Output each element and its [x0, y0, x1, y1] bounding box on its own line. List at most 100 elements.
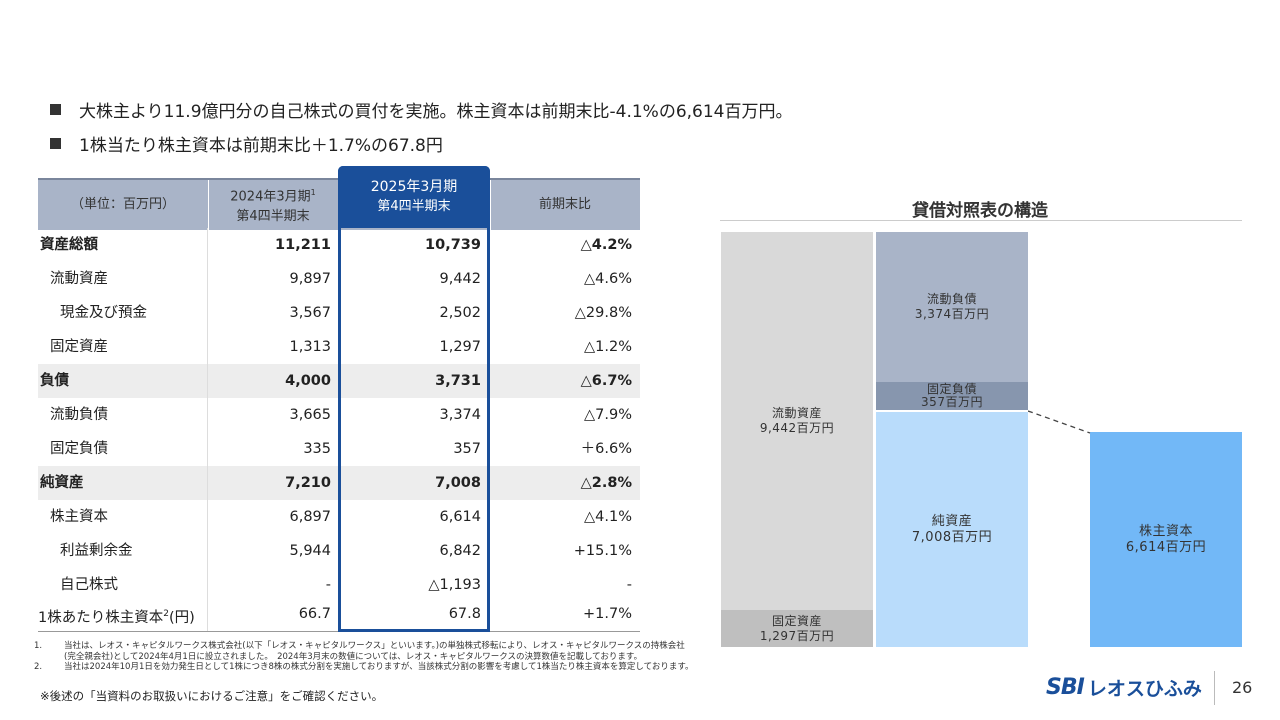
- row-value-2024: -: [325, 577, 331, 593]
- row-value-2024: 6,897: [289, 509, 331, 525]
- footer-divider: [1214, 671, 1215, 705]
- row-label: 資産総額: [40, 237, 98, 253]
- row-value-2024: 335: [303, 441, 331, 457]
- chart-title: 貸借対照表の構造: [912, 201, 1048, 221]
- bullet-1-text: 大株主より11.9億円分の自己株式の買付を実施。株主資本は前期末比-4.1%の6…: [79, 102, 793, 122]
- block-name: 固定資産: [771, 613, 822, 628]
- table-row: 流動負債 3,665 3,374 △7.9%: [38, 398, 640, 432]
- company-logo: SBI レオスひふみ: [1046, 674, 1202, 701]
- column-divider: [207, 228, 208, 631]
- row-value-2025: 6,614: [439, 509, 481, 525]
- row-value-change: △4.1%: [584, 509, 632, 525]
- footnote-1: 1. 当社は、レオス・キャピタルワークス株式会社(以下「レオス・キャピタルワーク…: [34, 641, 694, 662]
- page-number: 26: [1232, 678, 1253, 697]
- block-name: 流動資産: [771, 406, 822, 420]
- row-value-2025: 67.8: [448, 606, 481, 622]
- highlight-column-header: 2025年3月期 第4四半期末: [338, 166, 490, 228]
- col1-line2: 第4四半期末: [236, 209, 310, 225]
- bullet-square-icon: [50, 104, 61, 115]
- table-row: 1株あたり株主資本2(円) 66.7 67.8 +1.7%: [38, 597, 640, 631]
- block-name: 固定負債: [926, 382, 977, 396]
- table-row: 資産総額 11,211 10,739 △4.2%: [38, 228, 640, 262]
- row-value-2024: 7,210: [285, 475, 331, 491]
- row-value-change: △4.2%: [580, 237, 632, 253]
- header-divider: [208, 180, 209, 230]
- caution-note: ※後述の「当資料のお取扱いにおけるご注意」をご確認ください。: [40, 689, 384, 703]
- block-value: 3,374百万円: [914, 307, 990, 321]
- table-row: 流動資産 9,897 9,442 △4.6%: [38, 262, 640, 296]
- col3-label: 前期末比: [538, 197, 591, 212]
- footnote-key: 1.: [34, 641, 43, 651]
- block-value: 1,297百万円: [759, 628, 835, 643]
- footnote-text: 当社は2024年10月1日を効力発生日として1株につき8株の株式分割を実施してお…: [64, 662, 694, 672]
- footnote-key: 2.: [34, 662, 43, 672]
- block-name: 純資産: [931, 513, 973, 529]
- row-value-2025: 3,374: [439, 407, 481, 423]
- header-divider: [490, 180, 491, 230]
- row-value-2024: 3,665: [289, 407, 331, 423]
- row-label: 純資産: [40, 475, 84, 491]
- table-row: 現金及び預金 3,567 2,502 △29.8%: [38, 296, 640, 330]
- logo-name: レオスひふみ: [1087, 678, 1202, 700]
- row-value-2024: 3,567: [289, 305, 331, 321]
- row-value-2025: △1,193: [428, 577, 481, 593]
- row-value-change: -: [626, 577, 632, 593]
- unit-label: （単位：百万円）: [70, 197, 175, 212]
- chart-title-rule: [720, 220, 1242, 221]
- row-label: 株主資本: [50, 509, 108, 525]
- row-value-2025: 9,442: [439, 271, 481, 287]
- row-label-suffix: (円): [168, 609, 195, 626]
- block-current-liabilities: 流動負債 3,374百万円: [876, 232, 1028, 382]
- row-label: 固定資産: [50, 339, 108, 355]
- footnotes: 1. 当社は、レオス・キャピタルワークス株式会社(以下「レオス・キャピタルワーク…: [34, 641, 694, 673]
- row-value-2025: 357: [453, 441, 481, 457]
- table-row: 自己株式 - △1,193 -: [38, 568, 640, 602]
- block-value: 357百万円: [921, 395, 983, 409]
- bullet-2: 1株当たり株主資本は前期末比＋1.7%の67.8円: [50, 131, 443, 156]
- header-col2: 2025年3月期 第4四半期末: [338, 166, 490, 228]
- block-value: 7,008百万円: [911, 529, 993, 545]
- footnote-text: 当社は、レオス・キャピタルワークス株式会社(以下「レオス・キャピタルワークス」と…: [64, 641, 685, 662]
- bullet-1: 大株主より11.9億円分の自己株式の買付を実施。株主資本は前期末比-4.1%の6…: [50, 97, 793, 122]
- table-row: 株主資本 6,897 6,614 △4.1%: [38, 500, 640, 534]
- table-row: 固定資産 1,313 1,297 △1.2%: [38, 330, 640, 364]
- row-value-2025: 1,297: [439, 339, 481, 355]
- row-value-change: △1.2%: [584, 339, 632, 355]
- row-value-2024: 4,000: [285, 373, 331, 389]
- block-name: 流動負債: [926, 292, 977, 306]
- row-label: 自己株式: [60, 577, 118, 593]
- row-value-2024: 9,897: [289, 271, 331, 287]
- row-value-2025: 6,842: [439, 543, 481, 559]
- row-value-2025: 7,008: [435, 475, 481, 491]
- col2-line1: 2025年3月期: [370, 179, 458, 195]
- row-value-change: +1.7%: [583, 606, 632, 622]
- footnote-mark: 2: [163, 609, 169, 619]
- row-value-2024: 1,313: [289, 339, 331, 355]
- block-fixed-liabilities: 固定負債 357百万円: [876, 382, 1028, 410]
- table-row: 利益剰余金 5,944 6,842 +15.1%: [38, 534, 640, 568]
- row-value-change: △6.7%: [580, 373, 632, 389]
- col2-line2: 第4四半期末: [377, 199, 451, 214]
- row-label: 利益剰余金: [60, 543, 133, 559]
- connector-dashed-line: [1028, 410, 1091, 434]
- row-label-text: 1株あたり株主資本: [38, 609, 164, 626]
- bullet-2-text: 1株当たり株主資本は前期末比＋1.7%の67.8円: [79, 136, 443, 156]
- row-label: 1株あたり株主資本2(円): [38, 597, 195, 631]
- row-value-2025: 2,502: [439, 305, 481, 321]
- row-value-change: +15.1%: [573, 543, 632, 559]
- row-value-2024: 5,944: [289, 543, 331, 559]
- block-shareholders-equity: 株主資本 6,614百万円: [1090, 432, 1242, 647]
- header-col1: 2024年3月期1 第4四半期末: [208, 180, 338, 230]
- block-net-assets: 純資産 7,008百万円: [876, 412, 1028, 647]
- col1-line1-text: 2024年3月期: [230, 189, 311, 205]
- row-value-change: ＋6.6%: [580, 441, 632, 457]
- block-current-assets: 流動資産 9,442百万円: [721, 232, 873, 610]
- logo-sbi-mark: SBI: [1046, 675, 1085, 700]
- block-value: 9,442百万円: [759, 421, 835, 435]
- highlight-column-border: [338, 166, 490, 632]
- footnote-2: 2. 当社は2024年10月1日を効力発生日として1株につき8株の株式分割を実施…: [34, 662, 694, 673]
- header-col3: 前期末比: [490, 180, 640, 230]
- row-value-change: △29.8%: [574, 305, 632, 321]
- row-label: 流動資産: [50, 271, 108, 287]
- row-label: 固定負債: [50, 441, 108, 457]
